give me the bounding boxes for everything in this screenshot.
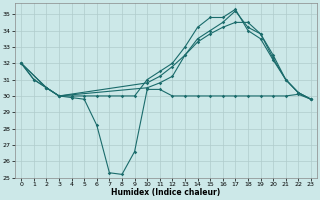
X-axis label: Humidex (Indice chaleur): Humidex (Indice chaleur) (111, 188, 221, 197)
